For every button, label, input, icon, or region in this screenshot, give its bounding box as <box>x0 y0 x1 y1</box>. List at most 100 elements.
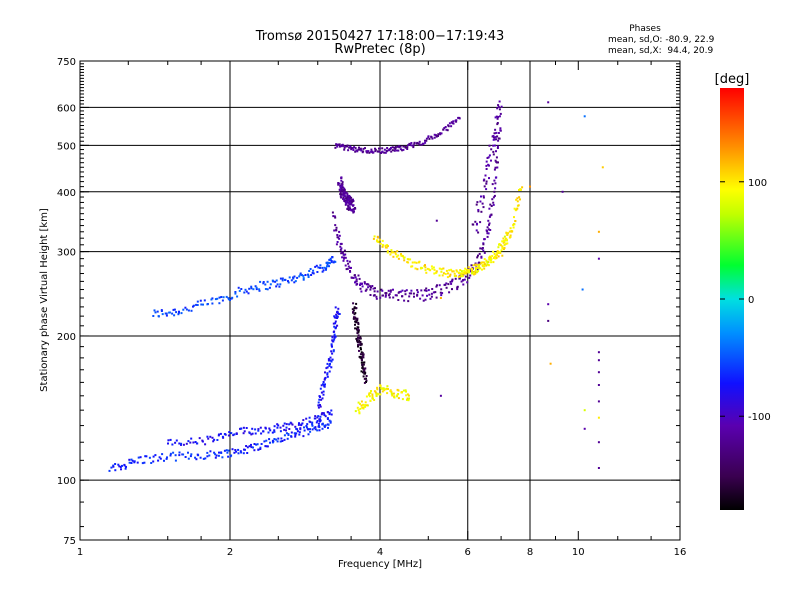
data-point <box>365 379 368 382</box>
data-point <box>322 390 325 393</box>
colorbar-tick-label: -100 <box>748 412 771 423</box>
data-point <box>446 276 449 279</box>
data-point <box>324 415 327 418</box>
data-point <box>496 117 499 120</box>
data-point <box>456 288 459 291</box>
data-point <box>248 432 251 435</box>
data-point <box>379 385 382 387</box>
data-point <box>163 459 165 462</box>
data-point <box>384 244 387 247</box>
data-point <box>430 136 433 139</box>
data-point <box>401 149 404 152</box>
data-point <box>268 286 271 289</box>
data-point <box>479 221 482 224</box>
data-point <box>487 156 490 159</box>
data-point <box>322 269 325 272</box>
data-point <box>178 451 181 454</box>
data-point <box>331 339 334 342</box>
data-point <box>277 437 280 440</box>
data-point <box>333 316 336 319</box>
data-point <box>397 389 400 392</box>
data-point <box>327 426 329 429</box>
data-point <box>330 409 333 412</box>
data-point <box>299 273 302 276</box>
data-point <box>363 372 366 375</box>
data-point <box>490 148 493 151</box>
data-point <box>357 343 360 346</box>
data-point <box>108 469 111 472</box>
data-point <box>354 312 357 315</box>
data-point <box>390 146 392 149</box>
data-point <box>485 264 488 267</box>
data-point <box>384 246 387 249</box>
data-point <box>501 245 504 248</box>
data-point <box>346 201 349 204</box>
data-point <box>227 455 230 458</box>
data-point <box>399 290 402 293</box>
data-point <box>502 237 505 240</box>
data-point <box>144 455 147 458</box>
data-point <box>328 364 331 367</box>
data-point <box>370 286 372 289</box>
data-point <box>252 288 255 291</box>
data-point <box>497 251 500 254</box>
data-point <box>363 377 366 380</box>
data-point <box>451 122 454 125</box>
data-point <box>290 435 293 438</box>
data-point <box>335 226 338 229</box>
data-point <box>208 454 211 457</box>
data-point <box>219 432 222 435</box>
data-point <box>308 416 311 419</box>
data-point <box>492 196 495 199</box>
data-point <box>425 139 428 142</box>
data-point <box>272 440 275 443</box>
data-point <box>350 276 353 279</box>
data-point <box>287 280 289 283</box>
data-point <box>339 185 342 188</box>
data-point <box>340 242 343 245</box>
data-point <box>456 286 459 289</box>
data-point <box>358 412 361 415</box>
data-point <box>359 282 362 285</box>
data-point <box>217 454 220 457</box>
data-point <box>401 398 404 401</box>
data-point <box>309 421 312 424</box>
data-point <box>439 132 442 135</box>
data-point <box>498 108 501 111</box>
data-point <box>329 257 332 260</box>
data-point <box>329 356 332 359</box>
data-point <box>495 156 498 159</box>
data-point <box>190 309 193 312</box>
data-point <box>346 259 349 262</box>
data-point <box>372 287 375 290</box>
data-point <box>490 205 493 207</box>
data-point <box>291 423 294 426</box>
data-point <box>460 270 463 273</box>
data-point <box>425 137 428 140</box>
data-point <box>338 234 341 237</box>
data-point <box>420 143 423 146</box>
data-point <box>247 292 250 295</box>
data-point <box>497 104 500 107</box>
data-point <box>360 356 363 359</box>
data-point <box>485 259 488 262</box>
data-point <box>372 151 375 154</box>
data-point <box>465 272 468 275</box>
data-point <box>467 266 470 269</box>
data-point <box>391 392 393 395</box>
data-point <box>482 261 484 264</box>
data-point <box>250 287 253 290</box>
data-point <box>335 326 337 329</box>
data-point <box>415 261 418 264</box>
data-point <box>328 359 331 361</box>
data-point <box>348 198 351 201</box>
data-points <box>108 100 604 472</box>
data-point <box>476 222 478 225</box>
data-point <box>376 290 379 293</box>
data-point <box>373 235 376 238</box>
data-point <box>391 394 394 397</box>
data-point <box>296 430 299 433</box>
data-point <box>347 208 350 211</box>
data-point <box>498 137 501 140</box>
data-point <box>171 312 174 315</box>
